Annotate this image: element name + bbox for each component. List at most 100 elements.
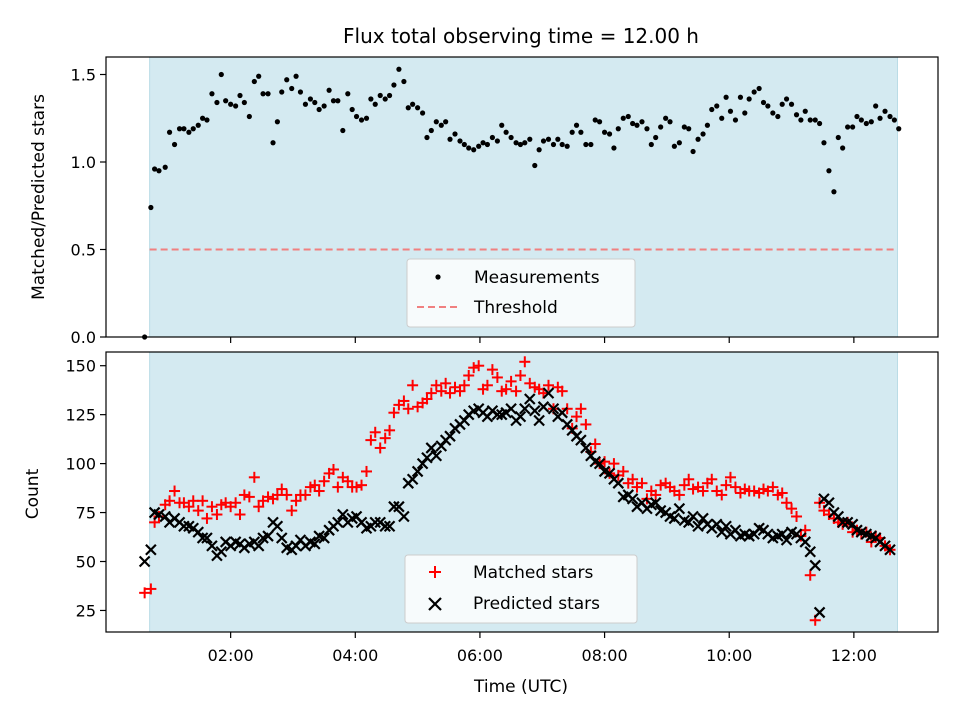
matched-star-point <box>276 483 288 495</box>
measurement-point <box>840 145 846 151</box>
measurement-point <box>877 115 883 121</box>
matched-star-point <box>248 471 260 483</box>
matched-star-point <box>706 473 718 485</box>
x-tick-label: 10:00 <box>706 646 752 665</box>
matched-star-point <box>183 501 195 513</box>
matched-star-point <box>139 587 151 599</box>
measurement-point <box>765 103 771 109</box>
measurement-point <box>428 127 434 134</box>
measurement-point <box>494 138 500 144</box>
measurement-point <box>353 113 360 120</box>
matched-star-point <box>729 481 741 493</box>
measurement-point <box>466 145 472 151</box>
measurement-point <box>896 126 902 132</box>
measurement-point <box>742 110 748 116</box>
matched-star-point <box>514 369 526 381</box>
matched-star-point <box>262 491 274 503</box>
measurement-point <box>606 131 613 137</box>
predicted-star-point <box>425 442 438 454</box>
matched-star-point <box>342 475 354 487</box>
measurement-point <box>821 140 827 146</box>
predicted-star-point <box>252 540 265 552</box>
predicted-star-point <box>649 496 662 509</box>
matched-star-point <box>299 489 311 501</box>
measurement-point <box>663 115 669 121</box>
y-tick-label: 75 <box>76 504 96 523</box>
matched-star-point <box>655 479 667 491</box>
measurement-point <box>293 73 299 79</box>
predicted-star-point <box>809 559 822 572</box>
matched-star-point <box>192 505 204 517</box>
measurement-point <box>882 108 888 114</box>
matched-star-point <box>781 497 793 509</box>
predicted-star-point <box>710 518 723 531</box>
measurement-point <box>648 141 654 148</box>
measurement-point <box>312 99 318 106</box>
measurement-point <box>601 129 608 135</box>
measurement-point <box>237 92 243 99</box>
measurement-point <box>447 136 453 142</box>
measurement-point <box>489 134 495 141</box>
matched-star-point <box>716 489 728 501</box>
measurement-point <box>503 129 509 135</box>
measurement-point <box>321 103 327 109</box>
measurement-point <box>256 73 262 79</box>
bottom-plot-frame <box>105 351 939 633</box>
measurement-point <box>887 113 893 120</box>
measurement-point <box>714 103 720 109</box>
measurement-point <box>783 96 790 102</box>
predicted-star-point <box>201 532 213 544</box>
measurement-point <box>166 129 173 135</box>
measurement-point <box>382 96 388 102</box>
matched-star-point <box>187 495 199 507</box>
measurement-point <box>372 101 378 107</box>
measurement-point <box>620 115 626 121</box>
predicted-star-point <box>383 520 396 533</box>
measurement-point <box>218 71 224 78</box>
predicted-star-point <box>687 510 699 523</box>
measurement-point <box>270 140 276 146</box>
measurement-point <box>148 204 154 211</box>
measurement-point <box>214 99 220 106</box>
measurement-point <box>634 122 640 128</box>
measurement-point <box>732 117 739 123</box>
measurement-point <box>569 129 575 135</box>
measurement-point <box>835 134 841 141</box>
matched-star-point <box>678 479 690 491</box>
measurement-point <box>611 145 617 151</box>
measurement-point <box>681 124 687 130</box>
legend-matched-marker <box>429 566 441 578</box>
legend-predicted-marker <box>428 597 442 611</box>
y-tick-label: 50 <box>76 553 96 572</box>
measurement-point <box>532 162 538 169</box>
measurement-point <box>241 99 247 106</box>
measurement-point <box>788 101 795 107</box>
measurement-point <box>583 141 589 148</box>
measurement-point <box>461 141 467 148</box>
predicted-star-point <box>318 532 330 544</box>
predicted-star-point <box>593 457 606 470</box>
measurement-point <box>152 166 158 172</box>
matched-star-point <box>500 383 512 395</box>
measurement-point <box>573 122 580 128</box>
measurement-point <box>246 113 252 120</box>
matched-star-point <box>458 379 470 391</box>
matched-star-point <box>491 371 503 383</box>
matched-star-point <box>786 503 798 515</box>
measurement-point <box>719 115 725 121</box>
matched-points <box>139 356 896 626</box>
matched-star-point <box>510 385 522 397</box>
measurement-point <box>588 141 594 148</box>
predicted-star-point <box>215 545 228 558</box>
predicted-star-point <box>813 606 826 619</box>
matched-star-point <box>617 465 629 477</box>
predicted-star-point <box>692 520 704 533</box>
top-x-ticks <box>230 337 855 343</box>
matched-star-point <box>361 465 373 477</box>
measurement-point <box>723 94 729 100</box>
predicted-star-point <box>547 403 560 415</box>
measurement-point <box>671 143 677 149</box>
measurement-point <box>209 91 215 97</box>
measurement-point <box>419 110 426 116</box>
